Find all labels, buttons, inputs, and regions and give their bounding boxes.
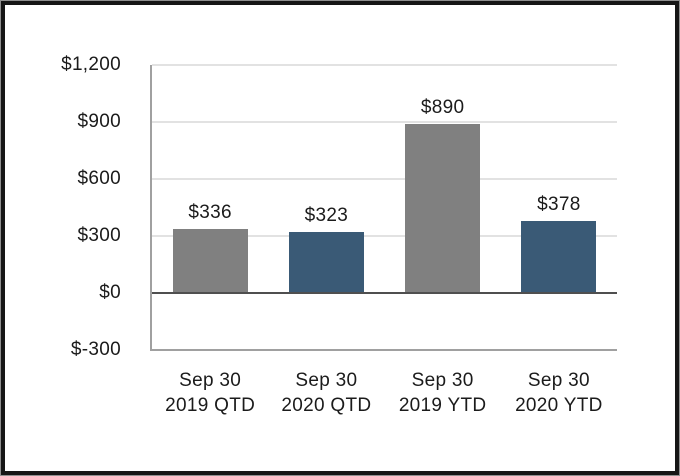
bar-value-label: $890	[420, 96, 465, 118]
y-tick-label: $-300	[70, 339, 121, 360]
bar-value-label: $323	[304, 204, 349, 226]
bar	[172, 229, 248, 294]
gridline	[152, 64, 617, 66]
x-tick-label: Sep 30 2020 QTD	[281, 370, 372, 416]
x-tick-label: Sep 30 2020 YTD	[515, 370, 603, 416]
x-axis-line	[152, 349, 617, 351]
bar-value-label: $336	[188, 202, 232, 224]
bar	[521, 221, 597, 294]
bar	[288, 231, 364, 294]
gridline	[152, 235, 617, 237]
gridline	[152, 121, 617, 123]
x-tick-label: Sep 30 2019 YTD	[398, 370, 487, 416]
y-tick-label: $600	[77, 168, 121, 189]
y-tick-label: $900	[77, 111, 121, 132]
gridline	[152, 178, 617, 180]
y-tick-label: $300	[77, 225, 121, 246]
x-tick-label: Sep 30 2019 QTD	[165, 370, 256, 416]
y-tick-label: $0	[99, 282, 121, 303]
bar-value-label: $378	[537, 194, 581, 216]
zero-gridline	[152, 292, 617, 294]
bar	[405, 123, 481, 294]
y-axis-line	[150, 65, 152, 351]
y-tick-label: $1,200	[61, 54, 121, 75]
